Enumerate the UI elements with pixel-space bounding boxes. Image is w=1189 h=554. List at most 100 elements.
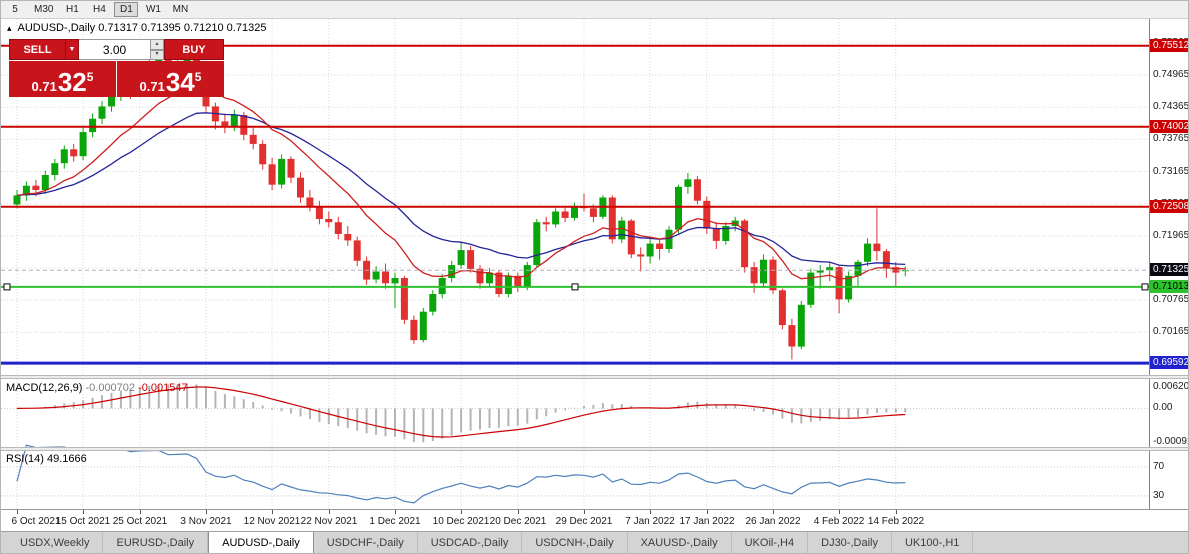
chart-tab-ukoil-h4[interactable]: UKOil-,H4: [732, 532, 809, 553]
chart-tab-usdchf-daily[interactable]: USDCHF-,Daily: [314, 532, 418, 553]
price-axis-label: 0.74365: [1153, 101, 1189, 113]
time-axis-tick: [17, 510, 18, 514]
buy-button[interactable]: BUY: [164, 39, 224, 60]
panel-splitter-macd[interactable]: [1, 375, 1188, 379]
time-axis-tick: [839, 510, 840, 514]
time-axis-label: 17 Jan 2022: [679, 516, 735, 527]
time-axis-label: 6 Oct 2021: [11, 516, 61, 527]
chart-symbol-label: AUDUSD-,Daily: [17, 22, 96, 34]
price-axis-label: 0.73165: [1153, 165, 1189, 177]
price-badge: 0.71013: [1150, 279, 1188, 293]
rsi-line: [16, 444, 906, 504]
chart-tab-usdx-weekly[interactable]: USDX,Weekly: [7, 532, 104, 553]
chart-tab-dj30-daily[interactable]: DJ30-,Daily: [808, 532, 892, 553]
price-badge: 0.74002: [1150, 119, 1188, 133]
chart-tab-usdcnh-daily[interactable]: USDCNH-,Daily: [522, 532, 628, 553]
timeframe-button-h1[interactable]: H1: [60, 2, 84, 17]
time-axis-tick: [518, 510, 519, 514]
macd-axis-label: 0.006201: [1153, 381, 1189, 392]
ask-price-pipette: 5: [194, 70, 202, 84]
bid-price-pipette: 5: [86, 70, 94, 84]
time-axis-tick: [896, 510, 897, 514]
chart-tab-usdcad-daily[interactable]: USDCAD-,Daily: [418, 532, 523, 553]
line-drag-handle[interactable]: [1141, 283, 1149, 291]
line-drag-handle[interactable]: [571, 283, 579, 291]
time-axis-tick: [83, 510, 84, 514]
time-axis-label: 15 Oct 2021: [55, 516, 111, 527]
chart-tab-eurusd-daily[interactable]: EURUSD-,Daily: [103, 532, 209, 553]
macd-signal-line: [16, 386, 906, 438]
time-axis-label: 25 Oct 2021: [112, 516, 168, 527]
chart-tab-xauusd-daily[interactable]: XAUUSD-,Daily: [628, 532, 732, 553]
time-axis-label: 26 Jan 2022: [745, 516, 801, 527]
volume-dropdown-button[interactable]: ▼: [66, 39, 79, 60]
chevron-down-icon: ▼: [154, 51, 160, 58]
bid-price-prefix: 0.71: [31, 79, 57, 94]
chart-ohlc-label: ▴ AUDUSD-,Daily 0.71317 0.71395 0.71210 0…: [7, 22, 266, 34]
timeframe-toolbar: 5 M30 H1 H4 D1 W1 MN: [1, 1, 1188, 19]
panel-splitter-rsi[interactable]: [1, 447, 1188, 451]
time-axis-tick: [272, 510, 273, 514]
trade-panel-price-row: 0.71 32 5 0.71 34 5: [9, 61, 224, 97]
volume-input[interactable]: [79, 39, 151, 60]
time-axis-label: 7 Jan 2022: [625, 516, 675, 527]
time-axis-tick: [329, 510, 330, 514]
ask-price-big-digits: 34: [165, 67, 195, 97]
sell-button[interactable]: SELL: [9, 39, 66, 60]
chart-tab-audusd-daily[interactable]: AUDUSD-,Daily: [208, 532, 314, 553]
ask-price-prefix: 0.71: [139, 79, 165, 94]
price-badge: 0.75512: [1150, 38, 1188, 52]
price-axis-label: 0.71965: [1153, 229, 1189, 241]
time-axis-label: 20 Dec 2021: [489, 516, 547, 527]
time-axis-label: 3 Nov 2021: [180, 516, 232, 527]
ma-fast-line: [16, 83, 906, 280]
price-axis-label: 0.70765: [1153, 294, 1189, 306]
time-axis-tick: [773, 510, 774, 514]
ask-price[interactable]: 0.71 34 5: [117, 61, 224, 97]
line-drag-handle[interactable]: [3, 283, 11, 291]
macd-indicator-label: MACD(12,26,9) -0.000702 -0.001547: [6, 382, 188, 394]
time-axis-label: 12 Nov 2021: [243, 516, 301, 527]
timeframe-button-d1[interactable]: D1: [114, 2, 139, 17]
price-badge: 0.69592: [1150, 356, 1188, 370]
time-axis-tick: [206, 510, 207, 514]
chevron-up-icon: ▲: [154, 40, 160, 47]
timeframe-button-m30[interactable]: M30: [30, 2, 57, 17]
time-axis[interactable]: 6 Oct 2021 15 Oct 2021 25 Oct 2021 3 Nov 20…: [1, 509, 1188, 531]
chart-tab-bar: USDX,Weekly EURUSD-,Daily AUDUSD-,Daily USD…: [1, 531, 1188, 553]
collapse-trade-panel-icon[interactable]: ▴: [7, 23, 12, 33]
timeframe-button-w1[interactable]: W1: [141, 2, 165, 17]
time-axis-label: 4 Feb 2022: [813, 516, 865, 527]
bid-price[interactable]: 0.71 32 5: [9, 61, 116, 97]
chart-canvas[interactable]: [1, 1, 1149, 531]
price-axis-label: 0.70165: [1153, 326, 1189, 338]
time-axis-tick: [584, 510, 585, 514]
timeframe-button-h4[interactable]: H4: [87, 2, 111, 17]
time-axis-tick: [395, 510, 396, 514]
bid-price-big-digits: 32: [57, 67, 87, 97]
chevron-down-icon: ▼: [68, 46, 76, 53]
price-badge: 0.72508: [1150, 199, 1188, 213]
rsi-value: 49.1666: [46, 453, 87, 465]
volume-decrease-button[interactable]: ▼: [151, 49, 164, 60]
price-axis-label: 0.73765: [1153, 133, 1189, 145]
macd-signal-value: -0.001547: [138, 382, 188, 394]
time-axis-tick: [140, 510, 141, 514]
time-axis-label: 1 Dec 2021: [369, 516, 421, 527]
price-badge: 0.71325: [1150, 263, 1188, 277]
price-axis[interactable]: 0.755650.749650.743650.737650.731650.725…: [1149, 19, 1189, 531]
chart-ohlc-values: 0.71317 0.71395 0.71210 0.71325: [98, 22, 267, 34]
timeframe-button-mn[interactable]: MN: [168, 2, 192, 17]
time-axis-label: 22 Nov 2021: [300, 516, 358, 527]
time-axis-label: 29 Dec 2021: [555, 516, 613, 527]
chart-tab-uk100-h1[interactable]: UK100-,H1: [892, 532, 974, 553]
time-axis-tick: [461, 510, 462, 514]
macd-main-value: -0.000702: [85, 382, 136, 394]
ma-slow-line: [16, 112, 906, 267]
volume-stepper: ▲ ▼: [151, 39, 164, 60]
timeframe-button-5[interactable]: 5: [3, 2, 27, 17]
rsi-axis-label: 70: [1153, 460, 1165, 472]
volume-increase-button[interactable]: ▲: [151, 39, 164, 50]
